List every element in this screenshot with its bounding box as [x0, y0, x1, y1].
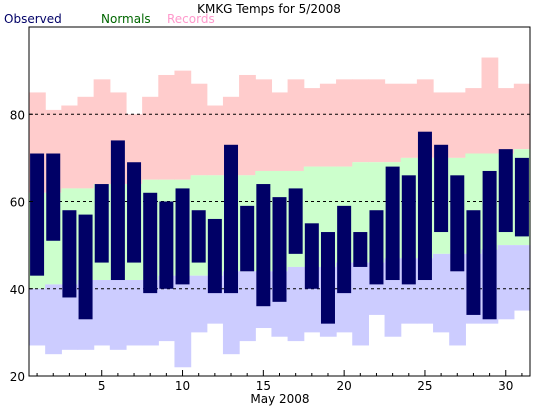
observed-bar	[159, 201, 174, 289]
observed-bar	[304, 223, 319, 289]
y-tick-label: 20	[10, 370, 25, 384]
record-low-band	[433, 253, 450, 333]
record-high-band	[239, 74, 256, 176]
observed-bar	[127, 162, 142, 263]
record-high-band	[206, 105, 224, 176]
record-high-band	[352, 79, 369, 163]
observed-bar	[288, 188, 303, 254]
record-high-band	[287, 79, 305, 171]
observed-bar	[175, 188, 190, 285]
record-high-band	[303, 88, 321, 167]
record-high-band	[319, 83, 337, 167]
record-high-band	[465, 88, 483, 154]
observed-bar	[94, 184, 109, 263]
record-low-band	[61, 284, 79, 350]
observed-bar	[256, 184, 271, 307]
x-axis-label: May 2008	[250, 392, 309, 406]
observed-bar	[62, 210, 77, 298]
x-tick-label: 10	[175, 379, 190, 393]
record-high-band	[384, 83, 402, 163]
record-low-band	[45, 284, 62, 355]
observed-bar	[482, 170, 497, 320]
legend-normals: Normals	[101, 12, 151, 26]
y-tick-label: 80	[10, 108, 25, 122]
observed-bar	[272, 197, 287, 302]
observed-bar	[191, 210, 206, 263]
observed-bar	[369, 210, 384, 285]
record-low-band	[449, 253, 466, 346]
record-high-band	[255, 79, 273, 171]
x-tick-label: 25	[417, 379, 432, 393]
record-high-band	[400, 83, 418, 158]
record-low-band	[142, 280, 159, 346]
legend-records: Records	[167, 12, 215, 26]
record-high-band	[158, 74, 176, 180]
observed-bar	[434, 144, 449, 233]
record-high-band	[61, 105, 79, 189]
record-high-band	[271, 92, 289, 171]
observed-bar	[385, 166, 400, 281]
observed-bar	[224, 144, 239, 294]
observed-bar	[78, 214, 93, 320]
x-tick-label: 20	[337, 379, 352, 393]
record-low-band	[497, 245, 515, 320]
observed-bar	[207, 218, 222, 294]
observed-bar	[353, 232, 368, 267]
observed-bar	[337, 205, 352, 294]
record-low-band	[287, 266, 305, 342]
record-low-band	[158, 275, 176, 342]
y-tick-label: 40	[10, 283, 25, 297]
x-tick-label: 30	[498, 379, 513, 393]
record-low-band	[352, 262, 369, 346]
record-high-band	[190, 83, 208, 176]
observed-bar	[498, 149, 513, 233]
observed-bar	[466, 210, 481, 315]
record-high-band	[481, 57, 499, 154]
x-tick-label: 5	[98, 379, 106, 393]
plot-area: 20 40 60 80 5 10 15 20 25 30	[10, 26, 531, 393]
record-low-band	[513, 245, 531, 311]
record-high-band	[368, 79, 386, 163]
observed-bar	[450, 175, 465, 272]
record-high-band	[336, 79, 353, 167]
observed-bar	[110, 140, 125, 281]
observed-bar	[401, 175, 416, 285]
record-low-band	[109, 280, 127, 350]
observed-bar	[240, 205, 255, 272]
record-high-band	[433, 92, 450, 158]
observed-bar	[30, 153, 45, 276]
observed-bar	[514, 157, 529, 237]
legend-observed: Observed	[4, 12, 62, 26]
record-high-band	[93, 79, 111, 185]
y-tick-label: 60	[10, 196, 25, 210]
record-low-band	[239, 271, 256, 342]
record-low-band	[125, 280, 143, 346]
record-low-band	[29, 288, 46, 346]
record-high-band	[449, 92, 466, 158]
record-high-band	[513, 83, 531, 150]
record-high-band	[142, 96, 159, 180]
record-high-band	[77, 96, 95, 189]
record-low-band	[174, 275, 192, 368]
record-high-band	[174, 70, 192, 180]
record-low-band	[190, 275, 208, 333]
chart-title: KMKG Temps for 5/2008	[197, 2, 341, 16]
observed-bar	[417, 131, 432, 281]
observed-bar	[46, 153, 61, 241]
x-tick-label: 15	[256, 379, 271, 393]
record-high-band	[497, 88, 515, 154]
observed-bar	[320, 232, 335, 324]
observed-bar	[143, 192, 158, 294]
record-low-band	[93, 280, 111, 346]
